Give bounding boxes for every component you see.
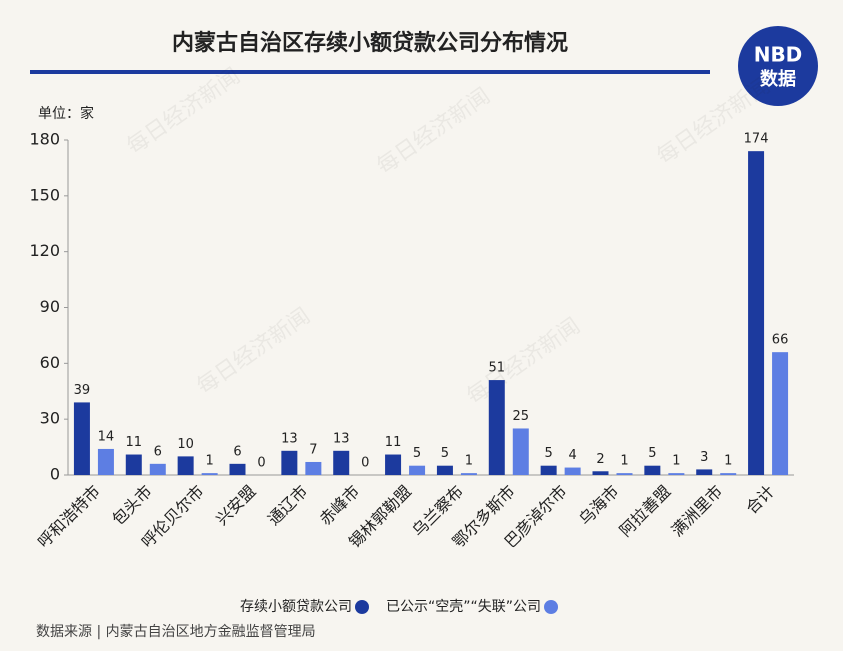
y-tick-label: 60 [40,353,60,372]
value-label: 1 [672,454,680,469]
value-label: 11 [385,435,402,450]
bar [696,469,713,475]
watermark: 每日经济新闻 [123,64,245,160]
value-label: 51 [489,361,506,376]
value-label: 1 [620,454,628,469]
source: 数据来源 | 内蒙古自治区地方金融监督管理局 [36,624,316,640]
bar [125,454,142,475]
value-label: 13 [333,431,350,446]
watermark: 每日经济新闻 [193,304,315,400]
value-label: 6 [233,444,241,459]
title-rule [30,70,710,74]
value-label: 7 [309,442,317,457]
value-label: 10 [177,437,194,452]
value-label: 2 [596,452,604,467]
bar [512,428,529,475]
value-label: 5 [413,446,421,461]
legend-swatch [544,600,559,614]
bar [460,473,477,475]
watermark: 每日经济新闻 [463,314,585,410]
y-tick-label: 0 [50,465,60,484]
bar [149,463,166,475]
bar [201,473,218,475]
y-tick-label: 120 [29,241,60,260]
value-label: 1 [206,454,214,469]
bar [540,465,557,475]
value-label: 6 [154,444,162,459]
bar [772,352,789,475]
bar [333,450,350,475]
value-label: 11 [126,435,143,450]
value-label: 0 [361,456,369,471]
logo-top: NBD [754,43,803,67]
bar [644,465,661,475]
value-label: 25 [513,409,530,424]
value-label: 1 [465,454,473,469]
value-label: 14 [98,429,115,444]
bar [281,450,298,475]
watermarks: 每日经济新闻 每日经济新闻 每日经济新闻 每日经济新闻 每日经济新闻 [123,64,775,410]
bar [592,471,609,475]
value-label: 174 [744,132,769,147]
bar [229,463,246,475]
x-tick-label: 满洲里市 [668,482,727,541]
value-label: 3 [700,450,708,465]
bar [748,151,765,475]
y-tick-label: 30 [40,409,60,428]
chart-title: 内蒙古自治区存续小额贷款公司分布情况 [172,30,568,56]
logo [738,26,818,106]
watermark: 每日经济新闻 [373,84,495,180]
legend-label: 已公示“空壳”“失联”公司 [386,598,541,615]
value-label: 1 [724,454,732,469]
legend-label: 存续小额贷款公司 [240,598,352,615]
bar [436,465,453,475]
x-tick-label: 包头市 [108,482,155,529]
x-tick-label: 合计 [742,482,778,518]
value-label: 4 [569,448,577,463]
bar [720,473,737,475]
x-tick-label: 兴安盟 [212,482,259,529]
bar [73,402,90,475]
value-label: 66 [772,333,789,348]
bar [177,456,194,475]
bar [564,467,581,475]
x-tick-label: 阿拉善盟 [616,482,675,541]
value-label: 39 [74,383,91,398]
value-label: 5 [545,446,553,461]
legend-swatch [355,600,369,614]
value-label: 13 [281,431,298,446]
bar [668,473,685,475]
x-tick-label: 赤峰市 [316,482,363,529]
y-tick-label: 90 [40,297,60,316]
bar [97,448,114,475]
value-label: 5 [441,446,449,461]
y-tick-label: 180 [29,130,60,149]
y-tick-label: 150 [29,185,60,204]
value-label: 5 [648,446,656,461]
bar [385,454,402,475]
logo-bottom: 数据 [760,68,796,90]
bar [409,465,426,475]
value-label: 0 [257,456,265,471]
x-tick-label: 通辽市 [264,482,311,529]
bar [305,461,322,475]
bar [488,380,505,475]
bar [616,473,633,475]
unit-label: 单位：家 [38,105,94,122]
x-tick-label: 乌海市 [575,482,622,529]
x-tick-label: 呼和浩特市 [34,482,104,552]
